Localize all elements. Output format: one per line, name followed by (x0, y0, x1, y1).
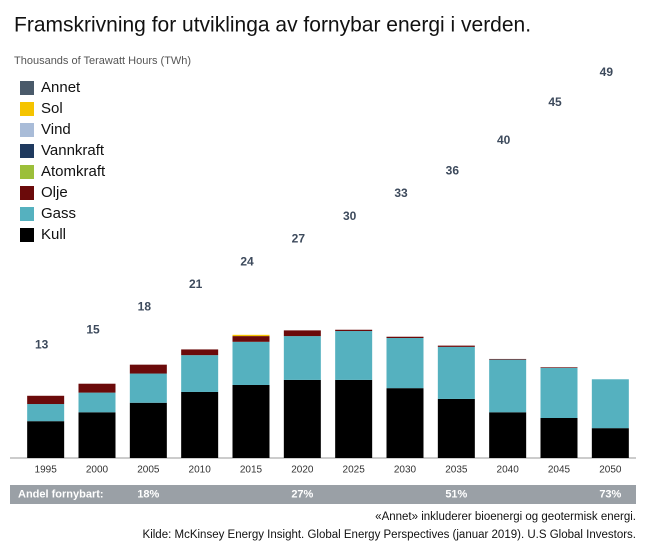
share-value: 51% (445, 488, 467, 500)
legend-label: Olje (41, 184, 68, 201)
bar-segment (181, 355, 219, 392)
bar-segment (129, 402, 167, 458)
total-label: 27 (292, 232, 306, 246)
x-tick-label: 2050 (599, 465, 622, 476)
x-tick-label: 2015 (240, 465, 263, 476)
legend-swatch (20, 144, 34, 158)
x-tick-label: 2020 (291, 465, 314, 476)
legend-label: Kull (41, 226, 66, 243)
bar-segment (386, 388, 424, 458)
bar-segment (181, 391, 219, 458)
bar-segment (437, 346, 475, 399)
x-tick-label: 2025 (343, 465, 366, 476)
total-label: 13 (35, 338, 49, 352)
legend-label: Annet (41, 79, 81, 96)
x-tick-label: 2000 (86, 465, 109, 476)
bar-segment (27, 421, 65, 458)
bar-segment (386, 338, 424, 389)
bar-segment (78, 392, 116, 413)
bar-segment (437, 398, 475, 458)
bar-segment (591, 428, 629, 458)
share-value: 73% (599, 488, 621, 500)
total-label: 15 (86, 322, 100, 336)
bar-segment (283, 330, 321, 337)
bar-segment (129, 364, 167, 374)
total-label: 24 (240, 254, 254, 268)
total-label: 36 (446, 163, 460, 177)
x-tick-label: 2010 (189, 465, 212, 476)
legend-label: Sol (41, 100, 63, 117)
bar-segment (283, 379, 321, 458)
bar-segment (232, 336, 270, 342)
x-tick-label: 2045 (548, 465, 571, 476)
bar-segment (591, 379, 629, 429)
x-tick-label: 2040 (497, 465, 520, 476)
bar-segment (283, 336, 321, 380)
bar-segment (489, 412, 527, 458)
bar-segment (232, 341, 270, 385)
total-label: 21 (189, 277, 203, 291)
legend-swatch (20, 123, 34, 137)
total-label: 45 (548, 95, 562, 109)
source: Kilde: McKinsey Energy Insight. Global E… (143, 529, 636, 541)
legend-swatch (20, 207, 34, 221)
bar-segment (78, 412, 116, 458)
total-label: 40 (497, 133, 511, 147)
bar-segment (540, 367, 578, 418)
total-label: 30 (343, 209, 357, 223)
x-tick-label: 2030 (394, 465, 417, 476)
legend-swatch (20, 228, 34, 242)
legend-label: Vannkraft (41, 142, 105, 159)
legend-label: Vind (41, 121, 71, 138)
legend-swatch (20, 186, 34, 200)
legend-label: Atomkraft (41, 163, 106, 180)
total-label: 33 (394, 186, 408, 200)
bar-segment (181, 349, 219, 356)
share-value: 18% (137, 488, 159, 500)
bar-segment (335, 329, 373, 332)
bar-segment (78, 383, 116, 393)
legend-swatch (20, 81, 34, 95)
bar-segment (540, 367, 578, 368)
bar-segment (540, 418, 578, 458)
share-label: Andel fornybart: (18, 488, 104, 500)
bar-segment (335, 331, 373, 380)
share-band (10, 485, 636, 504)
subtitle: Thousands of Terawatt Hours (TWh) (14, 55, 191, 67)
chart-title: Framskrivning for utviklinga av fornybar… (14, 14, 531, 37)
share-value: 27% (291, 488, 313, 500)
x-tick-label: 2035 (445, 465, 468, 476)
bar-segment (232, 384, 270, 458)
bar-segment (232, 334, 270, 337)
bar-segment (335, 379, 373, 458)
bar-segment (489, 359, 527, 413)
legend-swatch (20, 165, 34, 179)
x-tick-label: 2005 (137, 465, 160, 476)
bar-segment (27, 395, 65, 405)
legend-swatch (20, 102, 34, 116)
note: «Annet» inkluderer bioenergi og geotermi… (375, 511, 636, 523)
bar-segment (437, 345, 475, 347)
total-label: 18 (138, 300, 152, 314)
total-label: 49 (600, 65, 614, 79)
bar-segment (386, 336, 424, 338)
x-tick-label: 1995 (35, 465, 58, 476)
legend-label: Gass (41, 205, 76, 222)
bar-segment (489, 358, 527, 360)
bar-segment (27, 404, 65, 422)
bar-segment (129, 373, 167, 403)
